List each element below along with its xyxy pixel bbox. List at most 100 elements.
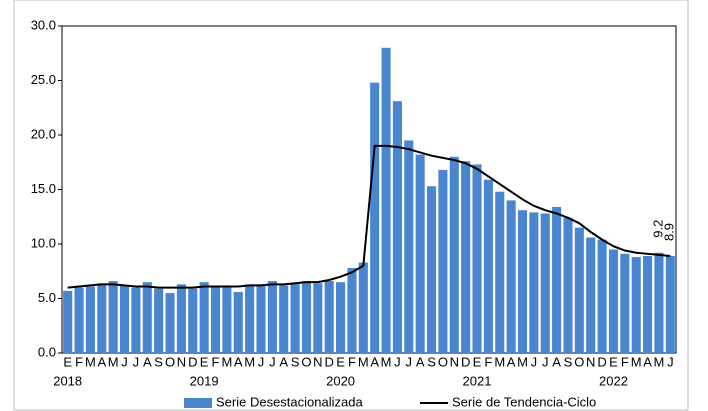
x-tick-label: M	[244, 354, 255, 369]
x-tick-label: E	[336, 354, 345, 369]
x-tick-label: N	[450, 354, 459, 369]
bar	[256, 284, 266, 353]
x-tick-label: J	[269, 354, 276, 369]
x-tick-label: A	[234, 354, 243, 369]
bar	[472, 164, 482, 353]
year-label: 2022	[599, 373, 628, 388]
x-tick-label: M	[108, 354, 119, 369]
x-tick-label: S	[564, 354, 573, 369]
bar	[154, 288, 164, 353]
legend-swatch	[184, 398, 212, 408]
x-tick-label: S	[154, 354, 163, 369]
x-tick-label: A	[143, 354, 152, 369]
bar	[245, 284, 255, 353]
x-tick-label: A	[370, 354, 379, 369]
trend-line	[67, 144, 671, 289]
year-label: 2019	[190, 373, 219, 388]
x-tick-label: M	[85, 354, 96, 369]
bar	[483, 179, 493, 353]
bar	[233, 291, 243, 353]
x-tick-label: J	[531, 354, 538, 369]
bar	[301, 281, 312, 353]
bar	[643, 255, 653, 353]
bar	[370, 82, 380, 354]
x-tick-label: F	[348, 354, 356, 369]
bar	[620, 253, 630, 353]
bar	[392, 101, 402, 354]
x-tick-label: E	[609, 354, 618, 369]
bar	[608, 249, 619, 353]
x-tick-label: A	[97, 354, 106, 369]
x-tick-label: S	[427, 354, 436, 369]
y-tick-label: 10.0	[31, 235, 56, 250]
bar	[495, 191, 505, 353]
x-tick-label: M	[494, 354, 505, 369]
x-tick-label: A	[416, 354, 425, 369]
x-tick-label: D	[461, 354, 470, 369]
x-tick-label: F	[484, 354, 492, 369]
x-tick-label: N	[313, 354, 322, 369]
bar	[267, 281, 277, 353]
data-label: 8.9	[662, 223, 677, 241]
x-tick-label: N	[177, 354, 186, 369]
y-tick-label: 20.0	[31, 126, 56, 141]
x-tick-label: A	[279, 354, 288, 369]
bar	[449, 156, 459, 353]
x-tick-label: S	[291, 354, 300, 369]
x-tick-label: D	[597, 354, 606, 369]
x-tick-label: J	[667, 354, 674, 369]
chart-frame	[13, 0, 689, 411]
x-tick-label: N	[586, 354, 595, 369]
x-tick-label: O	[165, 354, 175, 369]
y-tick-label: 15.0	[31, 181, 56, 196]
bar	[210, 286, 221, 353]
bar	[563, 217, 573, 353]
x-tick-label: M	[358, 354, 369, 369]
bar	[665, 255, 675, 353]
x-tick-label: M	[654, 354, 665, 369]
bar	[290, 283, 300, 353]
x-tick-label: M	[381, 354, 392, 369]
x-tick-label: O	[574, 354, 584, 369]
bar	[404, 140, 414, 353]
year-label: 2021	[463, 373, 492, 388]
bar	[324, 281, 334, 353]
bar	[176, 284, 186, 353]
x-tick-label: D	[188, 354, 197, 369]
x-tick-label: O	[301, 354, 311, 369]
x-tick-label: M	[517, 354, 528, 369]
x-tick-label: J	[542, 354, 549, 369]
x-tick-label: E	[200, 354, 209, 369]
bar	[279, 285, 289, 353]
x-tick-label: J	[258, 354, 265, 369]
x-tick-label: D	[325, 354, 334, 369]
legend-label: Serie de Tendencia-Ciclo	[452, 394, 596, 409]
x-tick-label: E	[473, 354, 482, 369]
bar	[552, 206, 562, 353]
bar	[517, 210, 528, 353]
bar	[188, 288, 198, 353]
y-tick-label: 25.0	[31, 72, 56, 87]
year-label: 2018	[53, 373, 82, 388]
bar	[461, 161, 471, 353]
year-label: 2020	[326, 373, 355, 388]
bar	[222, 285, 232, 353]
bar	[506, 200, 516, 353]
x-tick-label: F	[212, 354, 220, 369]
bar	[74, 287, 84, 353]
bar	[347, 267, 357, 353]
bar	[131, 287, 141, 353]
bar	[313, 283, 323, 353]
y-tick-label: 0.0	[38, 344, 56, 359]
x-tick-label: J	[133, 354, 140, 369]
bar	[415, 154, 425, 353]
bar	[586, 237, 596, 353]
x-tick-label: A	[552, 354, 561, 369]
x-tick-label: F	[621, 354, 629, 369]
bar	[119, 285, 130, 353]
x-tick-label: J	[121, 354, 128, 369]
x-tick-label: M	[631, 354, 642, 369]
bar	[358, 262, 368, 353]
bar	[654, 252, 664, 353]
data-label: 9.2	[650, 220, 665, 238]
